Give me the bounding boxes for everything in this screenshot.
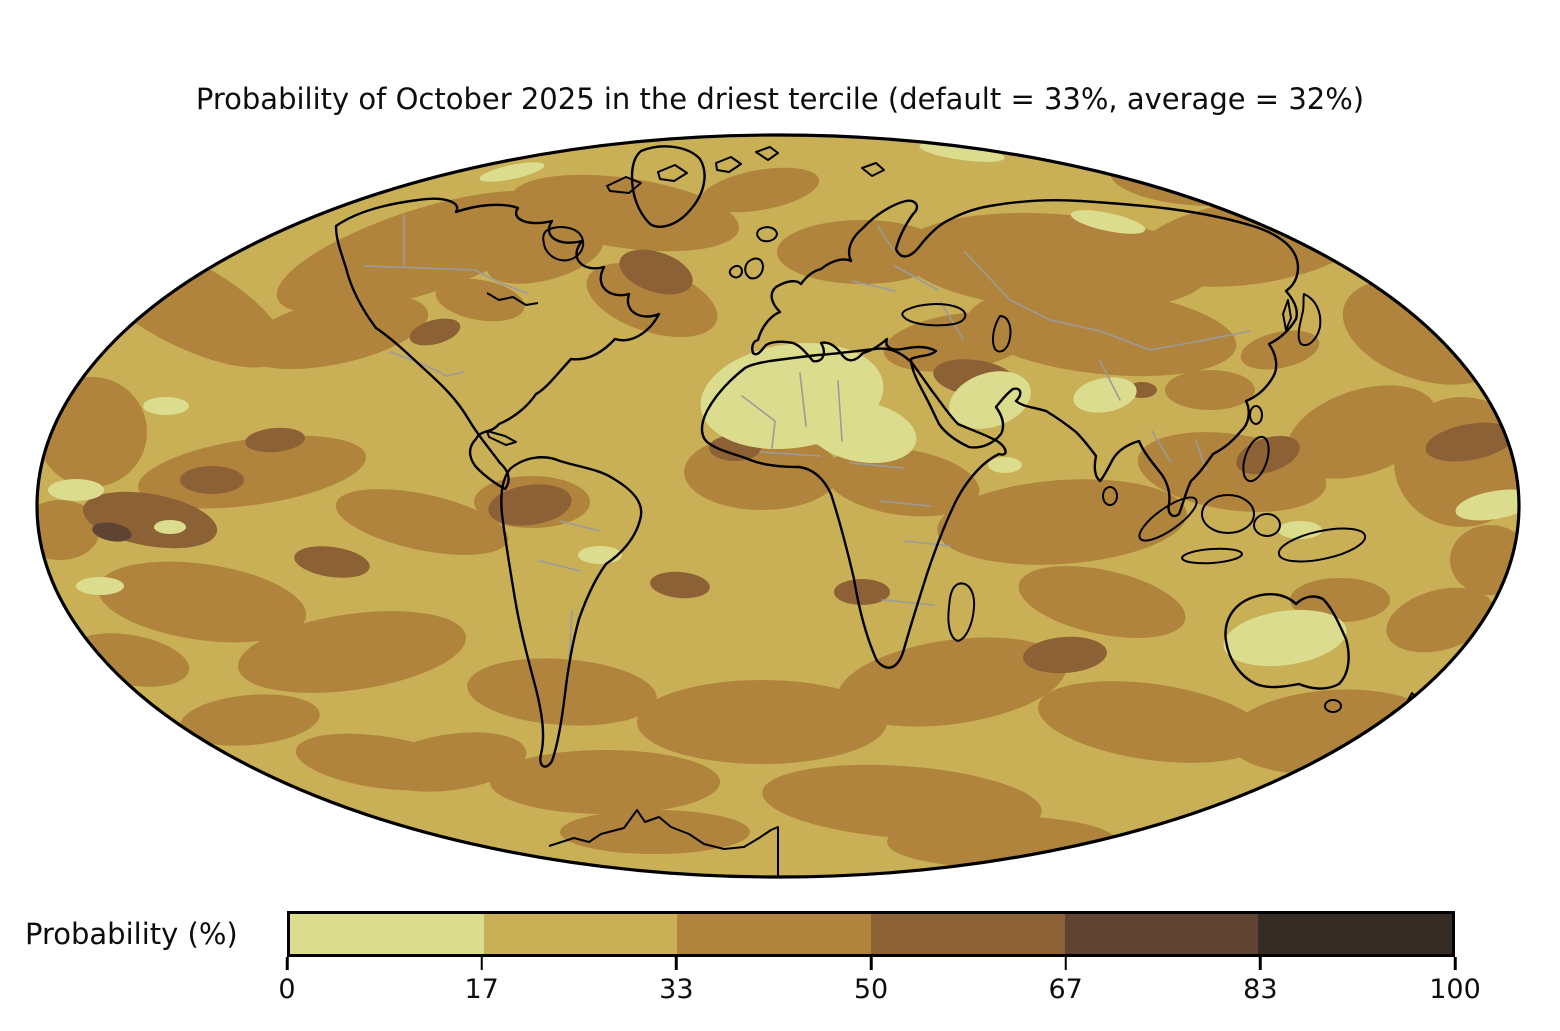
australia-coastline (1224, 592, 1350, 690)
africa-coastline (700, 347, 1007, 669)
colorbar-tick-33 (675, 957, 678, 970)
colorbar-ticklabel-83: 83 (1243, 974, 1278, 1005)
colorbar-tick-100 (1453, 957, 1457, 970)
probability-bin-0-17-blobs (48, 142, 1519, 667)
colorbar-ticklabel-50: 50 (853, 974, 889, 1005)
madagascar-coastline (947, 582, 976, 642)
colorbar-segment-50-67 (871, 914, 1065, 954)
colorbar-ticklabel-67: 67 (1048, 974, 1083, 1005)
colorbar-segment-83-100 (1258, 914, 1453, 954)
colorbar-ticklabel-33: 33 (659, 974, 694, 1005)
great-lakes-coastline (486, 292, 539, 306)
country-borders-layer (364, 214, 1251, 681)
colorbar-label: Probability (%) (25, 917, 238, 951)
colorbar-ticks (285, 957, 1457, 971)
greenland-coastline (630, 145, 706, 228)
coastlines-layer (334, 145, 1431, 877)
arctic-islands-coastline (606, 146, 885, 194)
hudson-bay-coastline (542, 226, 585, 262)
colorbar-segment-0-17 (290, 914, 484, 954)
colorbar (287, 911, 1455, 957)
map-outline (35, 133, 1521, 879)
colorbar-ticklabel-100: 100 (1429, 974, 1481, 1005)
colorbar-tick-83 (1259, 957, 1262, 970)
cuba-coastline (486, 430, 517, 446)
probability-bin-67-83-blobs (92, 522, 132, 542)
colorbar-ticklabel-0: 0 (278, 974, 296, 1005)
southeast-asia-islands-coastline (1102, 405, 1367, 565)
colorbar-tick-50 (869, 957, 873, 970)
colorbar-tick-67 (1064, 957, 1067, 970)
antarctica-coastline (548, 809, 779, 877)
south-america-coastline (500, 456, 643, 768)
iceland-coastline (756, 226, 778, 243)
caspian-sea-coastline (991, 315, 1012, 353)
colorbar-ticklabel-17: 17 (464, 974, 499, 1005)
colorbar-tick-17 (480, 957, 483, 970)
probability-fill-layer (37, 135, 1519, 877)
colorbar-ticklabels: 0 17 33 50 67 83 100 (278, 974, 1480, 1010)
black-sea-coastline (901, 303, 967, 327)
colorbar-segment-67-83 (1064, 914, 1259, 954)
colorbar-tick-0 (285, 957, 289, 970)
colorbar-segment-33-50 (677, 914, 872, 954)
japan-coastline (1282, 293, 1322, 346)
colorbar-segment-17-33 (483, 914, 678, 954)
north-america-coastline (334, 197, 661, 491)
eurasia-coastline (751, 199, 1300, 518)
britain-ireland-coastline (728, 257, 764, 280)
figure-title: Probability of October 2025 in the dries… (195, 82, 1365, 116)
